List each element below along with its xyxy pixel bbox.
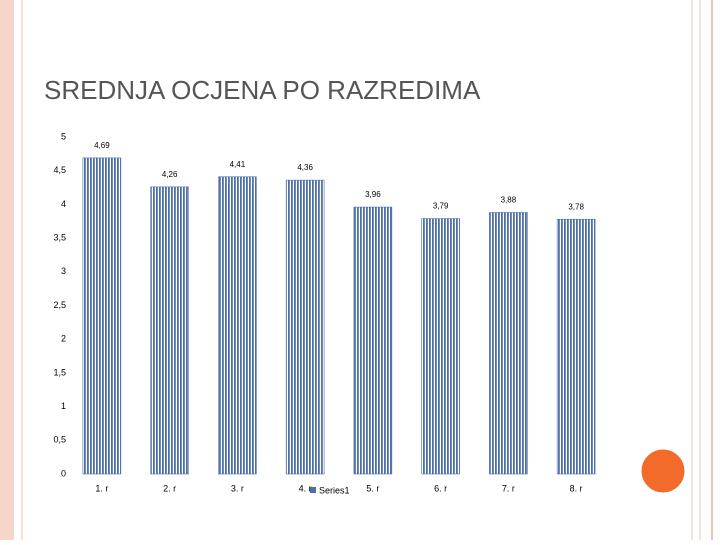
x-tick-label: 4. r (299, 483, 312, 493)
data-label: 3,78 (568, 202, 584, 211)
bar (489, 212, 528, 475)
bar (353, 206, 393, 475)
x-tick-label: 3. r (231, 483, 244, 493)
y-tick-label: 0 (61, 468, 66, 478)
x-tick-label: 1. r (95, 483, 108, 493)
data-label: 4,69 (94, 141, 110, 150)
bar (556, 218, 596, 475)
data-label: 4,36 (297, 163, 313, 172)
x-tick-label: 8. r (570, 483, 583, 493)
y-tick-label: 0,5 (53, 435, 66, 445)
y-tick-label: 2 (61, 334, 66, 344)
x-tick-label: 5. r (366, 483, 379, 493)
bar (421, 218, 460, 475)
y-tick-label: 3,5 (53, 232, 66, 242)
x-tick-label: 6. r (434, 483, 447, 493)
bar (82, 157, 122, 475)
bar (150, 186, 189, 475)
data-label: 3,88 (501, 196, 517, 205)
bar (218, 176, 257, 475)
decor-circle (638, 446, 688, 496)
data-label: 3,96 (365, 190, 381, 199)
data-label: 3,79 (433, 202, 449, 211)
plot: 0 0,5 1 1,5 2 2,5 3 3,5 4 4,5 5 1. r 4,69 2. r 4,26 3. … (53, 131, 596, 495)
y-tick-label: 5 (61, 131, 66, 141)
y-tick-label: 3 (61, 266, 66, 276)
chart-title: SREDNJA OCJENA PO RAZREDIMA (44, 75, 481, 105)
legend-label: Series1 (319, 485, 350, 495)
y-tick-label: 1 (61, 401, 66, 411)
bar (285, 179, 325, 475)
y-tick-label: 4 (61, 199, 66, 209)
y-tick-label: 4,5 (53, 165, 66, 175)
x-tick-label: 2. r (163, 483, 176, 493)
data-label: 4,41 (230, 160, 246, 169)
x-tick-label: 7. r (502, 483, 515, 493)
data-label: 4,26 (162, 170, 178, 179)
legend-swatch (310, 487, 316, 493)
left-border (0, 0, 14, 540)
y-tick-label: 2,5 (53, 300, 66, 310)
y-tick-label: 1,5 (53, 367, 66, 377)
